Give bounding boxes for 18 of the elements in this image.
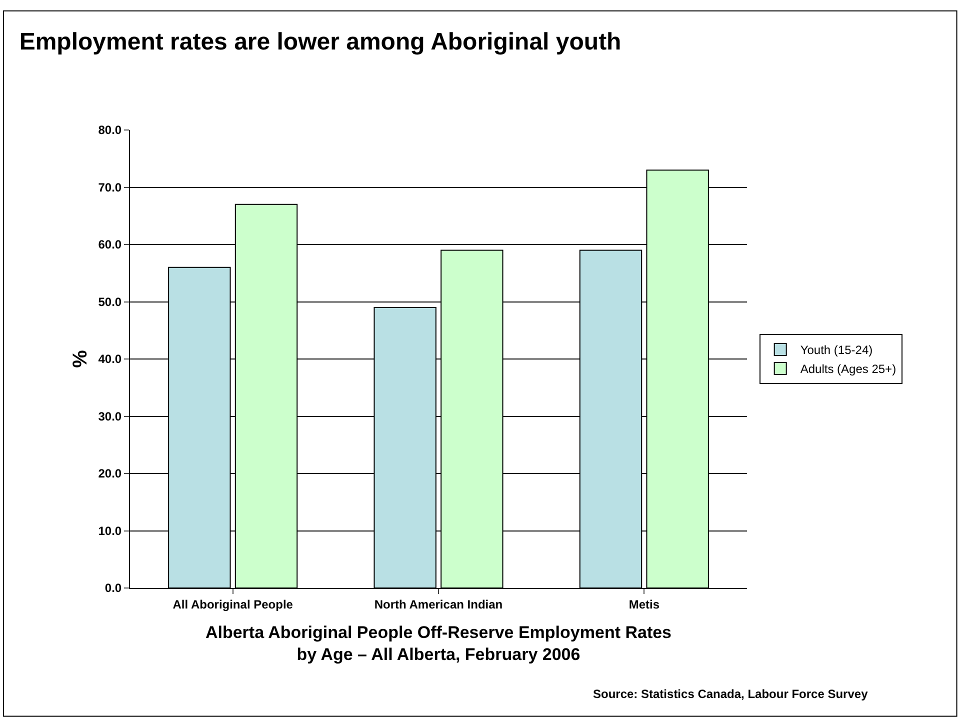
- y-tick-label: 50.0: [98, 294, 122, 309]
- y-tick-label: 0.0: [104, 581, 122, 596]
- x-tick-label: North American Indian: [374, 597, 503, 612]
- chart-title: Employment rates are lower among Aboriginal youth: [19, 28, 622, 56]
- y-tick-label: 30.0: [98, 409, 122, 424]
- y-tick-label: 60.0: [98, 238, 122, 252]
- y-tick-label: 70.0: [98, 180, 122, 194]
- y-axis-title: %: [70, 350, 92, 368]
- y-tick-label: 80.0: [98, 123, 122, 138]
- x-axis-title: Alberta Aboriginal People Off-Reserve Employment Rates by Age – All Alberta, February 2006: [205, 622, 672, 664]
- y-tick-label: 10.0: [98, 524, 122, 538]
- legend-label: Adults (Ages 25+): [800, 362, 896, 376]
- legend-label: Youth (15-24): [800, 343, 873, 358]
- y-tick-label: 40.0: [98, 352, 122, 366]
- source-note: Source: Statistics Canada, Labour Force Survey: [593, 687, 868, 701]
- x-tick-label: Metis: [628, 597, 660, 612]
- y-tick-label: 20.0: [98, 466, 122, 481]
- x-tick-label: All Aboriginal People: [172, 597, 294, 612]
